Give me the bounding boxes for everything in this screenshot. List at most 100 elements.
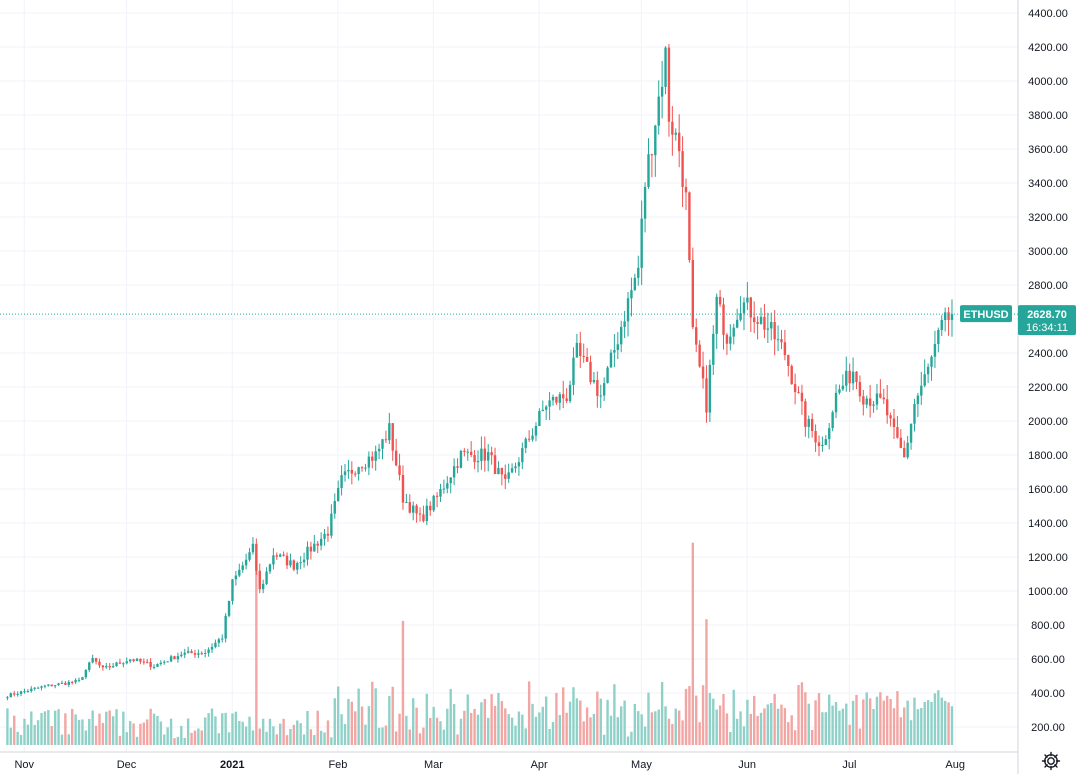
candle-body (500, 467, 504, 475)
candle-body (698, 344, 701, 367)
candle-body (923, 374, 926, 386)
volume-bar (841, 708, 845, 745)
candle-body (544, 406, 548, 410)
candle-body (139, 658, 142, 662)
volume-bar (340, 714, 343, 745)
candle-body (412, 505, 415, 513)
candle-body (449, 477, 452, 484)
candle-body (933, 344, 937, 357)
candle-body (807, 418, 810, 427)
candle-body (105, 666, 108, 668)
candle-body (173, 656, 176, 660)
candle-body (797, 392, 800, 394)
volume-bar (493, 705, 497, 745)
volume-bar (950, 706, 954, 745)
candle-body (691, 260, 695, 328)
chart-settings-button[interactable] (1040, 750, 1062, 772)
volume-bar (834, 702, 838, 745)
volume-bar (412, 698, 415, 745)
candle-body (688, 192, 691, 261)
volume-bar (316, 710, 319, 745)
candle-body (620, 326, 623, 345)
candle-body (371, 456, 374, 461)
volume-bar (606, 699, 609, 745)
candle-body (207, 649, 210, 653)
y-tick-label: 2200.00 (1028, 382, 1068, 394)
candle-body (572, 357, 575, 385)
volume-bar (176, 736, 180, 745)
candle-body (623, 321, 626, 327)
candle-body (749, 297, 752, 318)
candle-body (504, 474, 507, 479)
candle-body (149, 662, 152, 667)
volume-bar (169, 718, 173, 745)
volume-bar (469, 712, 473, 745)
volume-bar (681, 720, 684, 745)
candle-body (476, 460, 480, 463)
volume-bar (33, 724, 36, 745)
volume-bar (422, 727, 425, 745)
y-tick-label: 3400.00 (1028, 178, 1068, 190)
volume-bar (275, 734, 278, 745)
volume-bar (343, 724, 347, 745)
candle-body (258, 570, 261, 590)
candle-body (637, 267, 640, 278)
volume-bar (735, 718, 739, 745)
volume-bar (6, 708, 9, 745)
volume-bar (804, 692, 807, 745)
volume-bar (9, 727, 13, 745)
candle-body (316, 543, 319, 546)
symbol-label-bg (960, 305, 1012, 323)
candle-body (118, 662, 122, 664)
candle-body (940, 320, 943, 330)
candle-body (115, 662, 118, 667)
candle-body (408, 502, 411, 513)
volume-bar (265, 731, 268, 745)
volume-bar (664, 706, 667, 745)
volume-bar (272, 726, 275, 745)
candle-body (227, 600, 231, 616)
symbol-label[interactable]: ETHUSD (960, 305, 1012, 323)
candle-body (234, 575, 238, 580)
candle-body (13, 693, 16, 695)
candle-body (142, 661, 146, 663)
x-tick-label: Jun (738, 759, 756, 771)
candle-body (722, 304, 725, 335)
volume-bar (47, 710, 50, 745)
volume-bar (718, 705, 722, 745)
volume-bar (118, 735, 122, 745)
volume-bar (326, 720, 330, 745)
volume-bar (268, 718, 272, 745)
volume-bar (507, 714, 510, 745)
candle-body (896, 427, 899, 438)
volume-bar (381, 727, 384, 745)
y-tick-label: 1000.00 (1028, 586, 1068, 598)
volume-bar (913, 697, 916, 745)
volume-bar (354, 711, 357, 745)
volume-bar (221, 713, 224, 745)
candle-body (180, 654, 183, 657)
volume-bar (892, 708, 896, 745)
volume-bar (163, 734, 166, 745)
volume-bar (889, 699, 892, 745)
volume-bar (589, 717, 592, 745)
volume-bar (449, 688, 452, 745)
candle-body (602, 383, 606, 396)
candle-body (374, 451, 377, 461)
candle-body (551, 396, 555, 401)
volume-bar (391, 686, 394, 745)
candle-body (613, 349, 616, 353)
candle-body (657, 96, 660, 126)
candle-body (493, 455, 497, 475)
candle-body (926, 366, 930, 375)
volume-bar (142, 722, 146, 745)
volume-bar (483, 698, 487, 745)
y-tick-label: 1400.00 (1028, 518, 1068, 530)
volume-bar (541, 706, 544, 745)
candle-body (558, 394, 562, 403)
volume-bar (654, 711, 657, 745)
candle-body (422, 514, 425, 522)
volume-bar (384, 725, 388, 745)
